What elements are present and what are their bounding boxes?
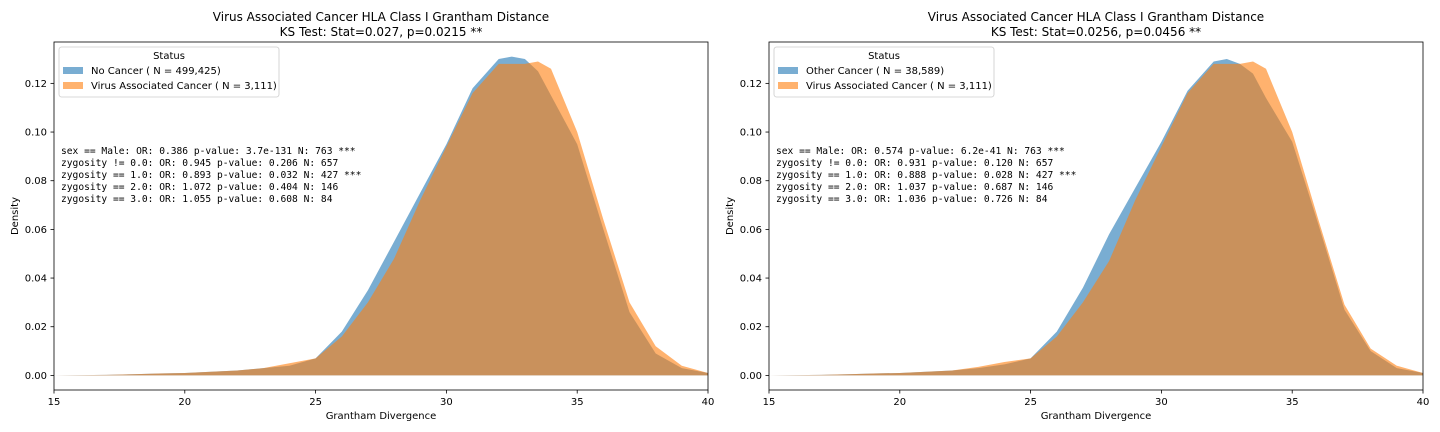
y-axis-label: Density bbox=[10, 197, 21, 235]
annotation-line: sex == Male: OR: 0.386 p-value: 3.7e-131… bbox=[61, 146, 356, 157]
legend-label-2: Virus Associated Cancer ( N = 3,111) bbox=[806, 81, 992, 92]
annotation-line: zygosity != 0.0: OR: 0.931 p-value: 0.12… bbox=[776, 158, 1053, 169]
x-tick-label: 25 bbox=[309, 397, 322, 408]
x-tick-label: 15 bbox=[763, 397, 776, 408]
y-tick-label: 0.00 bbox=[740, 371, 762, 382]
y-tick-label: 0.04 bbox=[25, 274, 47, 285]
chart-subtitle: KS Test: Stat=0.0256, p=0.0456 ** bbox=[991, 25, 1201, 39]
density-areas bbox=[769, 59, 1423, 376]
x-tick-label: 20 bbox=[893, 397, 906, 408]
legend-box bbox=[773, 46, 995, 98]
y-tick-label: 0.04 bbox=[740, 274, 762, 285]
axes-frame bbox=[768, 41, 1424, 391]
legend-label-1: Other Cancer ( N = 38,589) bbox=[806, 66, 944, 77]
legend-label-2: Virus Associated Cancer ( N = 3,111) bbox=[91, 81, 277, 92]
x-axis-label: Grantham Divergence bbox=[1041, 411, 1152, 422]
legend-swatch-2 bbox=[63, 82, 83, 89]
legend-title: Status bbox=[153, 51, 185, 62]
annotation-line: sex == Male: OR: 0.574 p-value: 6.2e-41 … bbox=[776, 146, 1065, 157]
axes-frame bbox=[53, 41, 709, 391]
legend: Status No Cancer ( N = 499,425) Virus Asso… bbox=[58, 46, 280, 98]
density-area-series-2 bbox=[54, 61, 708, 376]
legend-label-1: No Cancer ( N = 499,425) bbox=[91, 66, 221, 77]
annotation-line: zygosity == 1.0: OR: 0.888 p-value: 0.02… bbox=[776, 170, 1076, 181]
legend-title: Status bbox=[868, 51, 900, 62]
annotation-line: zygosity == 2.0: OR: 1.072 p-value: 0.40… bbox=[61, 182, 338, 193]
annotation-line: zygosity != 0.0: OR: 0.945 p-value: 0.20… bbox=[61, 158, 338, 169]
y-tick-label: 0.00 bbox=[25, 371, 47, 382]
chart-title: Virus Associated Cancer HLA Class I Gran… bbox=[928, 10, 1264, 24]
density-areas bbox=[54, 56, 708, 376]
x-tick-label: 35 bbox=[571, 397, 584, 408]
chart-subtitle: KS Test: Stat=0.027, p=0.0215 ** bbox=[280, 25, 483, 39]
annotation-line: zygosity == 3.0: OR: 1.055 p-value: 0.60… bbox=[61, 194, 333, 205]
x-tick-label: 35 bbox=[1286, 397, 1299, 408]
x-tick-label: 20 bbox=[178, 397, 191, 408]
y-tick-label: 0.06 bbox=[740, 225, 762, 236]
y-tick-label: 0.12 bbox=[25, 79, 47, 90]
y-tick-label: 0.08 bbox=[25, 176, 47, 187]
y-tick-label: 0.08 bbox=[740, 176, 762, 187]
x-tick-label: 30 bbox=[1155, 397, 1168, 408]
x-tick-label: 30 bbox=[440, 397, 453, 408]
annotation-line: zygosity == 3.0: OR: 1.036 p-value: 0.72… bbox=[776, 194, 1048, 205]
x-tick-label: 15 bbox=[48, 397, 61, 408]
y-axis-label: Density bbox=[725, 197, 736, 235]
annotation-line: zygosity == 2.0: OR: 1.037 p-value: 0.68… bbox=[776, 182, 1053, 193]
x-tick-label: 25 bbox=[1024, 397, 1037, 408]
y-tick-label: 0.12 bbox=[740, 79, 762, 90]
stats-annotations: sex == Male: OR: 0.386 p-value: 3.7e-131… bbox=[61, 146, 361, 205]
x-axis-label: Grantham Divergence bbox=[326, 411, 437, 422]
legend-swatch-2 bbox=[778, 82, 798, 89]
y-tick-label: 0.10 bbox=[740, 128, 762, 139]
stats-annotations: sex == Male: OR: 0.574 p-value: 6.2e-41 … bbox=[776, 146, 1076, 205]
legend-box bbox=[58, 46, 280, 98]
y-tick-label: 0.10 bbox=[25, 128, 47, 139]
chart-title: Virus Associated Cancer HLA Class I Gran… bbox=[213, 10, 549, 24]
legend: Status Other Cancer ( N = 38,589) Virus As… bbox=[773, 46, 995, 98]
x-tick-label: 40 bbox=[1417, 397, 1430, 408]
chart-panel-2: Virus Associated Cancer HLA Class I Gran… bbox=[725, 10, 1429, 422]
legend-swatch-1 bbox=[778, 67, 798, 74]
y-tick-label: 0.02 bbox=[740, 322, 762, 333]
y-tick-label: 0.06 bbox=[25, 225, 47, 236]
x-tick-label: 40 bbox=[702, 397, 715, 408]
chart-panel-1: Virus Associated Cancer HLA Class I Gran… bbox=[10, 10, 714, 422]
annotation-line: zygosity == 1.0: OR: 0.893 p-value: 0.03… bbox=[61, 170, 361, 181]
legend-swatch-1 bbox=[63, 67, 83, 74]
density-area-series-2 bbox=[769, 61, 1423, 376]
y-tick-label: 0.02 bbox=[25, 322, 47, 333]
